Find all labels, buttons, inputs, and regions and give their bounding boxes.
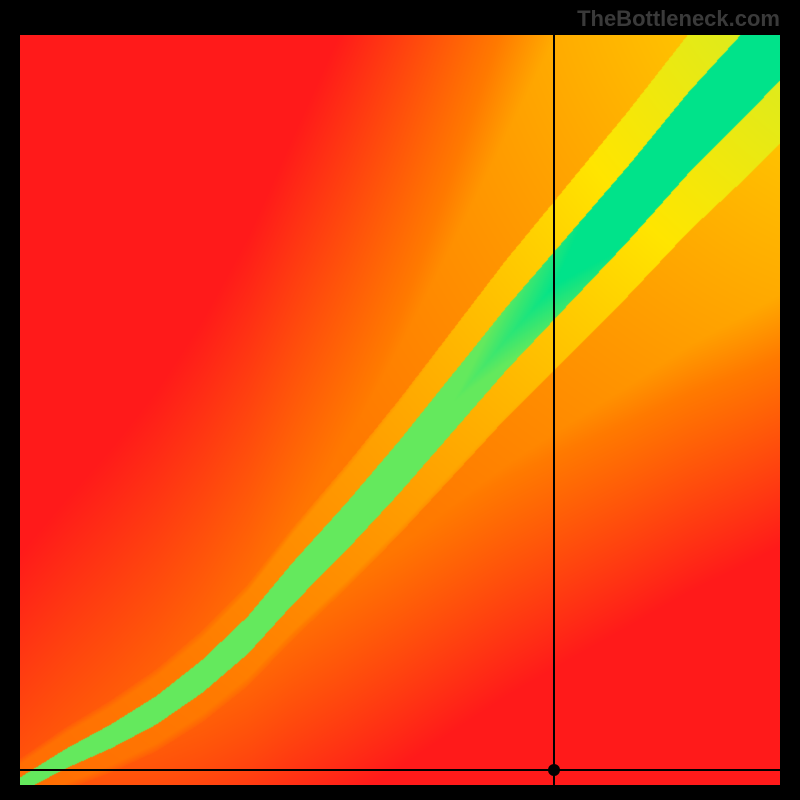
crosshair-vertical-line [553, 35, 555, 785]
crosshair-horizontal-line [20, 769, 780, 771]
marker-dot [548, 764, 560, 776]
heatmap-canvas [20, 35, 780, 785]
watermark-text: TheBottleneck.com [577, 6, 780, 32]
heatmap-plot-area [20, 35, 780, 785]
